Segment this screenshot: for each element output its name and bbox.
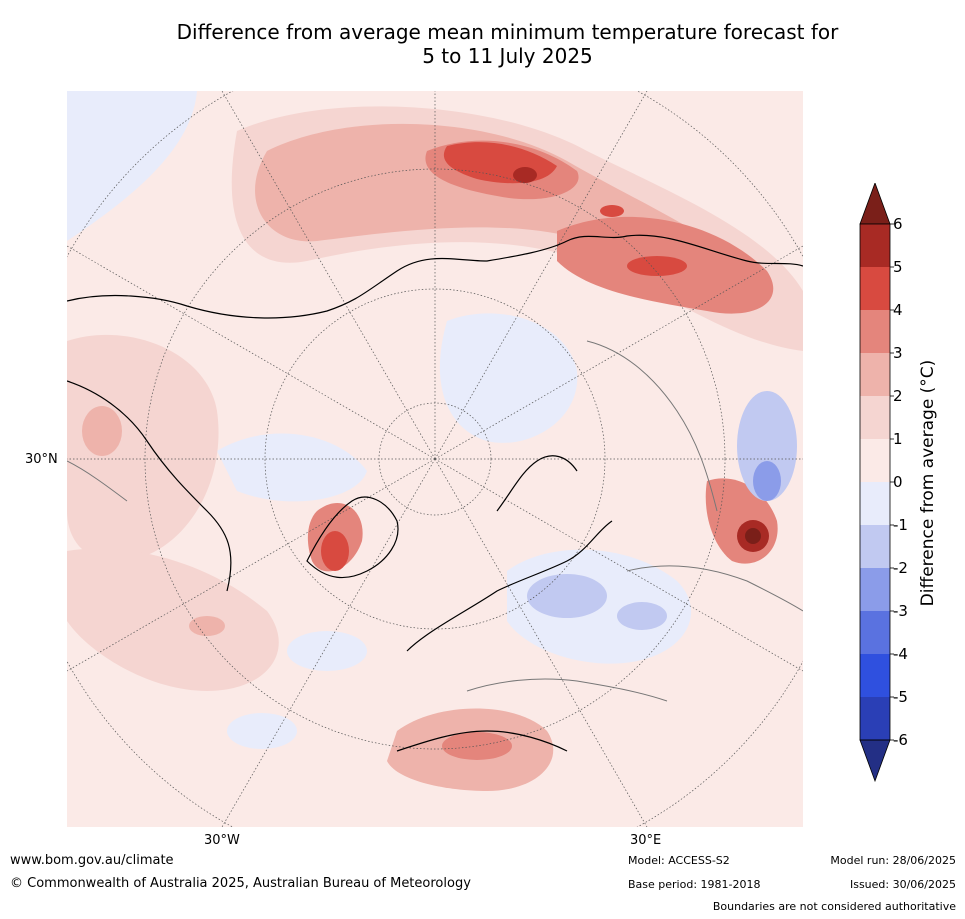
colorbar-tick-label: -1 — [893, 516, 908, 534]
graticule — [67, 91, 803, 827]
colorbar-tick-label: -5 — [893, 688, 908, 706]
colorbar-segment — [860, 439, 890, 482]
colorbar-segment — [860, 654, 890, 697]
website-link[interactable]: www.bom.gov.au/climate — [10, 853, 174, 868]
russia-cool-anomaly — [527, 574, 607, 618]
issued-text: Issued: 30/06/2025 — [849, 878, 956, 891]
colorbar-segment — [860, 396, 890, 439]
colorbar-tick-label: 2 — [893, 387, 903, 405]
colorbar-segment — [860, 525, 890, 568]
colorbar-tick-label: -4 — [893, 645, 908, 663]
colorbar-tick-label: 0 — [893, 473, 903, 491]
title-line-2: 5 to 11 July 2025 — [422, 44, 593, 68]
title-line-1: Difference from average mean minimum tem… — [176, 20, 839, 44]
pacific-cool-region — [67, 91, 197, 241]
borders — [67, 340, 803, 702]
lat-label-30n: 30°N — [25, 452, 58, 467]
base-period-text: Base period: 1981-2018 — [628, 878, 761, 891]
disclaimer-text: Boundaries are not considered authoritat… — [712, 900, 956, 913]
colorbar-segment — [860, 224, 890, 267]
colorbar-segment — [860, 697, 890, 740]
colorbar-tick-label: -3 — [893, 602, 908, 620]
colorbar-tick-label: 5 — [893, 258, 903, 276]
model-text: Model: ACCESS-S2 — [628, 854, 730, 867]
colorbar-tick-label: 1 — [893, 430, 903, 448]
coastlines — [67, 234, 803, 752]
model-run-text: Model run: 28/06/2025 — [830, 854, 956, 867]
colorbar-segment — [860, 611, 890, 654]
canada-cool-anomaly — [217, 433, 367, 502]
colorbar-segment — [860, 353, 890, 396]
map-panel[interactable] — [67, 91, 803, 827]
colorbar-segment — [860, 267, 890, 310]
colorbar-tick-label: 6 — [893, 215, 903, 233]
colorbar-segment — [860, 568, 890, 611]
colorbar — [859, 183, 894, 783]
colorbar-segment — [860, 482, 890, 525]
colorbar-tick-label: -2 — [893, 559, 908, 577]
lon-label-30e: 30°E — [630, 833, 662, 848]
colorbar-tick-label: 3 — [893, 344, 903, 362]
colorbar-tick-label: 4 — [893, 301, 903, 319]
anomaly-map — [67, 91, 803, 827]
central-asia-cool-anomaly — [737, 391, 797, 501]
colorbar-segment — [860, 310, 890, 353]
lon-label-30w: 30°W — [204, 833, 240, 848]
chart-title: Difference from average mean minimum tem… — [60, 20, 955, 68]
colorbar-extend-under — [859, 739, 891, 783]
copyright-text: © Commonwealth of Australia 2025, Austra… — [10, 876, 471, 891]
colorbar-label: Difference from average (°C) — [918, 359, 938, 607]
colorbar-tick-label: -6 — [893, 731, 908, 749]
colorbar-extend-over — [859, 183, 891, 225]
